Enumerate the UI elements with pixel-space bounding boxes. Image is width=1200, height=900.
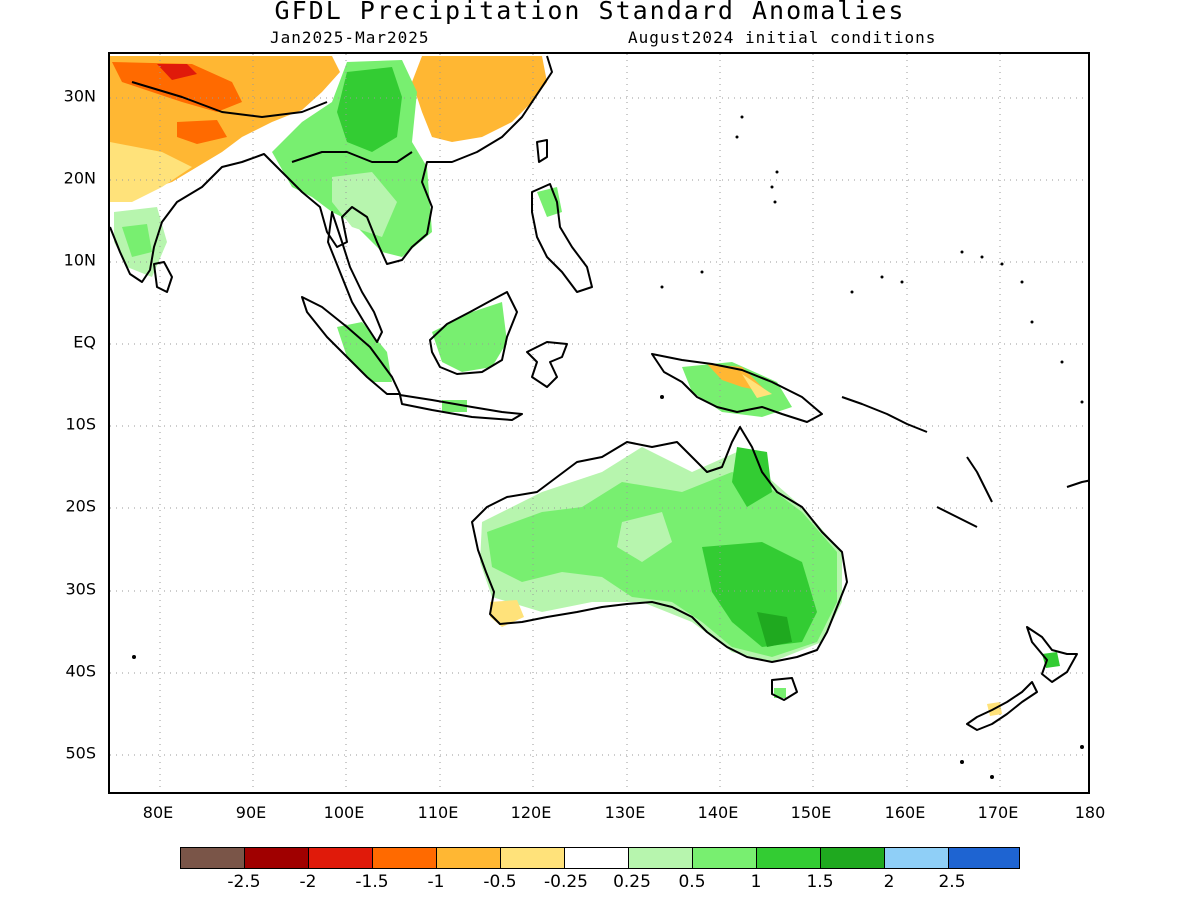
map-canvas (110, 54, 1088, 792)
small-islands (132, 115, 1084, 779)
colorbar-swatch-8 (628, 847, 693, 869)
anomaly-shading (110, 56, 1060, 716)
coast-new-zealand-south (966, 681, 1038, 731)
coast-new-caledonia (936, 506, 978, 528)
coast-sulawesi (526, 341, 568, 388)
wet-anomaly-philippines (537, 187, 562, 217)
lat-label-30n: 30N (63, 86, 96, 106)
dry-anomaly-china (412, 56, 547, 142)
colorbar-swatch-5 (436, 847, 501, 869)
colorbar-label: 1 (750, 872, 762, 892)
coast-sumatra (301, 296, 401, 395)
coast-sri-lanka (153, 261, 173, 293)
coast-australia (471, 426, 848, 663)
lon-label-150e: 150E (790, 803, 832, 822)
colorbar-swatch-10 (756, 847, 821, 869)
colorbar-swatch-4 (372, 847, 437, 869)
coast-new-guinea (651, 353, 823, 423)
colorbar-swatch-11 (820, 847, 885, 869)
coastlines (110, 55, 1088, 731)
colorbar-label: -2.5 (227, 872, 261, 892)
colorbar-label: -1 (427, 872, 445, 892)
colorbar-swatch-6 (500, 847, 565, 869)
wet-anomaly-sumatra (337, 322, 392, 382)
lat-label-eq: EQ (73, 332, 96, 352)
light-wet-anomaly-indochina (332, 172, 397, 237)
lat-lon-grid (110, 54, 1088, 792)
coast-philippines (531, 183, 593, 293)
dry-anomaly-sw-australia (490, 600, 524, 627)
lon-label-80e: 80E (142, 803, 174, 822)
lat-label-30s: 30S (65, 579, 96, 599)
colorbar-swatch-7 (564, 847, 629, 869)
colorbar-swatch-3 (308, 847, 373, 869)
colorbar-label: -1.5 (355, 872, 389, 892)
lon-label-90e: 90E (235, 803, 267, 822)
colorbar-label: 0.5 (678, 872, 706, 892)
coast-new-zealand-north (1026, 626, 1078, 683)
lat-label-40s: 40S (65, 661, 96, 681)
light-dry-anomaly-new-guinea (742, 374, 772, 398)
coast-malay-peninsula (327, 211, 383, 343)
wet-anomaly-south-india (122, 224, 152, 257)
lon-label-180: 180 (1074, 803, 1106, 822)
colorbar-label: -2 (299, 872, 317, 892)
lon-label-110e: 110E (417, 803, 459, 822)
lon-label-130e: 130E (604, 803, 646, 822)
strong-dry-anomaly-core (177, 120, 227, 144)
coast-fiji (1066, 479, 1088, 488)
coast-india-asia (110, 55, 553, 283)
lat-label-50s: 50S (65, 743, 96, 763)
coast-vanuatu (966, 456, 993, 503)
lat-label-10n: 10N (63, 250, 96, 270)
coast-solomon-islands (841, 396, 928, 433)
border-himalaya (131, 81, 328, 118)
lat-label-20s: 20S (65, 496, 96, 516)
very-wet-anomaly-se-australia (757, 612, 792, 647)
colorbar-label: -0.5 (483, 872, 517, 892)
forecast-period: Jan2025-Mar2025 (270, 28, 430, 47)
strong-wet-anomaly-east-australia (702, 542, 817, 647)
lon-label-160e: 160E (884, 803, 926, 822)
map-frame (108, 52, 1090, 794)
colorbar-label: 0.25 (613, 872, 651, 892)
strong-dry-anomaly-tibet (112, 62, 242, 112)
colorbar-label: 2.5 (938, 872, 966, 892)
colorbar-label: -0.25 (544, 872, 588, 892)
lon-label-100e: 100E (323, 803, 365, 822)
colorbar-swatch-13 (948, 847, 1020, 869)
coast-taiwan (536, 139, 548, 163)
colorbar-label: 2 (883, 872, 895, 892)
lon-label-170e: 170E (977, 803, 1019, 822)
colorbar-label: 1.5 (806, 872, 834, 892)
coast-java (399, 394, 523, 421)
lon-label-140e: 140E (697, 803, 739, 822)
light-wet-anomaly-interior (617, 512, 672, 562)
colorbar-swatch-9 (692, 847, 757, 869)
wet-anomaly-borneo (432, 302, 507, 372)
chart-title: GFDL Precipitation Standard Anomalies (274, 0, 906, 25)
colorbar-swatch-1 (180, 847, 245, 869)
colorbar-swatch-2 (244, 847, 309, 869)
very-dry-anomaly-spot (157, 64, 197, 80)
coast-borneo (429, 291, 518, 375)
strong-wet-anomaly-yunnan (337, 67, 402, 152)
border-china-indochina (291, 151, 413, 163)
strong-wet-anomaly-queensland (732, 447, 772, 507)
coast-tasmania (771, 677, 798, 701)
lat-label-10s: 10S (65, 414, 96, 434)
lon-label-120e: 120E (510, 803, 552, 822)
lat-label-20n: 20N (63, 168, 96, 188)
light-dry-anomaly-india (110, 142, 192, 202)
initial-conditions: August2024 initial conditions (628, 28, 937, 47)
colorbar-swatch-12 (884, 847, 949, 869)
